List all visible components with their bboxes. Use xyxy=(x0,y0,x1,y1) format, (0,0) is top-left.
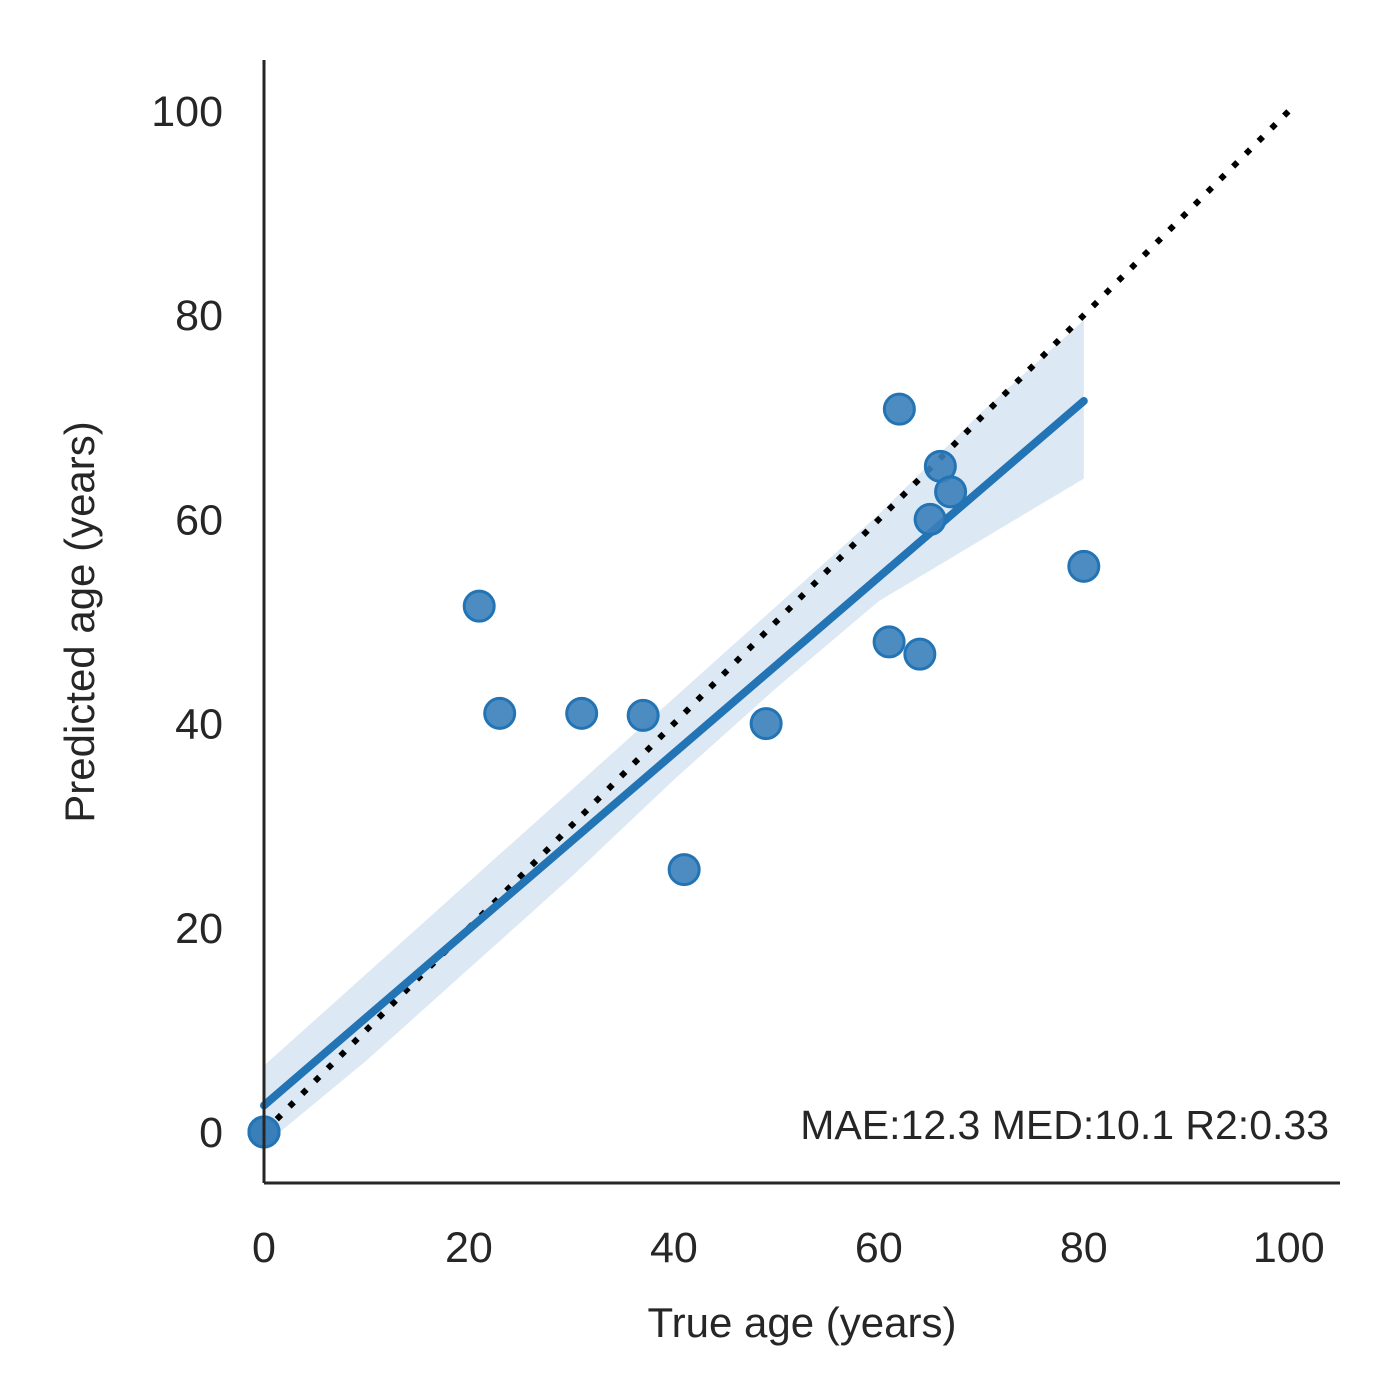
data-point xyxy=(913,502,947,536)
fit-line-layer xyxy=(260,396,1088,1110)
confidence-band xyxy=(264,320,1084,1146)
data-point xyxy=(626,698,660,732)
data-point xyxy=(934,475,968,509)
y-tick-label: 40 xyxy=(175,701,223,749)
data-point xyxy=(565,696,599,730)
y-tick-label: 80 xyxy=(175,292,223,340)
x-tick-label: 0 xyxy=(252,1224,276,1272)
data-point xyxy=(749,707,783,741)
identity-line xyxy=(261,108,1291,1135)
data-point xyxy=(903,637,937,671)
x-ticks: 0 20 40 60 80 100 xyxy=(252,1224,1325,1272)
x-tick-label: 80 xyxy=(1060,1224,1108,1272)
x-axis-title: True age (years) xyxy=(648,1299,957,1346)
data-point xyxy=(483,696,517,730)
y-ticks: 0 20 40 60 80 100 xyxy=(151,88,223,1157)
points-layer xyxy=(247,392,1101,1149)
x-tick-label: 60 xyxy=(855,1224,903,1272)
identity-line-layer xyxy=(261,108,1291,1135)
x-tick-label: 40 xyxy=(650,1224,698,1272)
x-tick-label: 100 xyxy=(1253,1224,1325,1272)
data-point xyxy=(882,392,916,426)
data-point xyxy=(1067,549,1101,583)
confidence-band-layer xyxy=(264,320,1084,1146)
data-point xyxy=(872,625,906,659)
y-tick-label: 0 xyxy=(199,1109,223,1157)
axes xyxy=(262,60,1340,1185)
metrics-annotation: MAE:12.3 MED:10.1 R2:0.33 xyxy=(800,1102,1329,1148)
y-tick-label: 20 xyxy=(175,905,223,953)
fit-line xyxy=(260,396,1088,1110)
y-tick-label: 60 xyxy=(175,496,223,544)
x-tick-label: 20 xyxy=(445,1224,493,1272)
data-point xyxy=(667,853,701,887)
y-axis-title: Predicted age (years) xyxy=(56,421,103,823)
data-point xyxy=(462,589,496,623)
y-tick-label: 100 xyxy=(151,88,223,136)
